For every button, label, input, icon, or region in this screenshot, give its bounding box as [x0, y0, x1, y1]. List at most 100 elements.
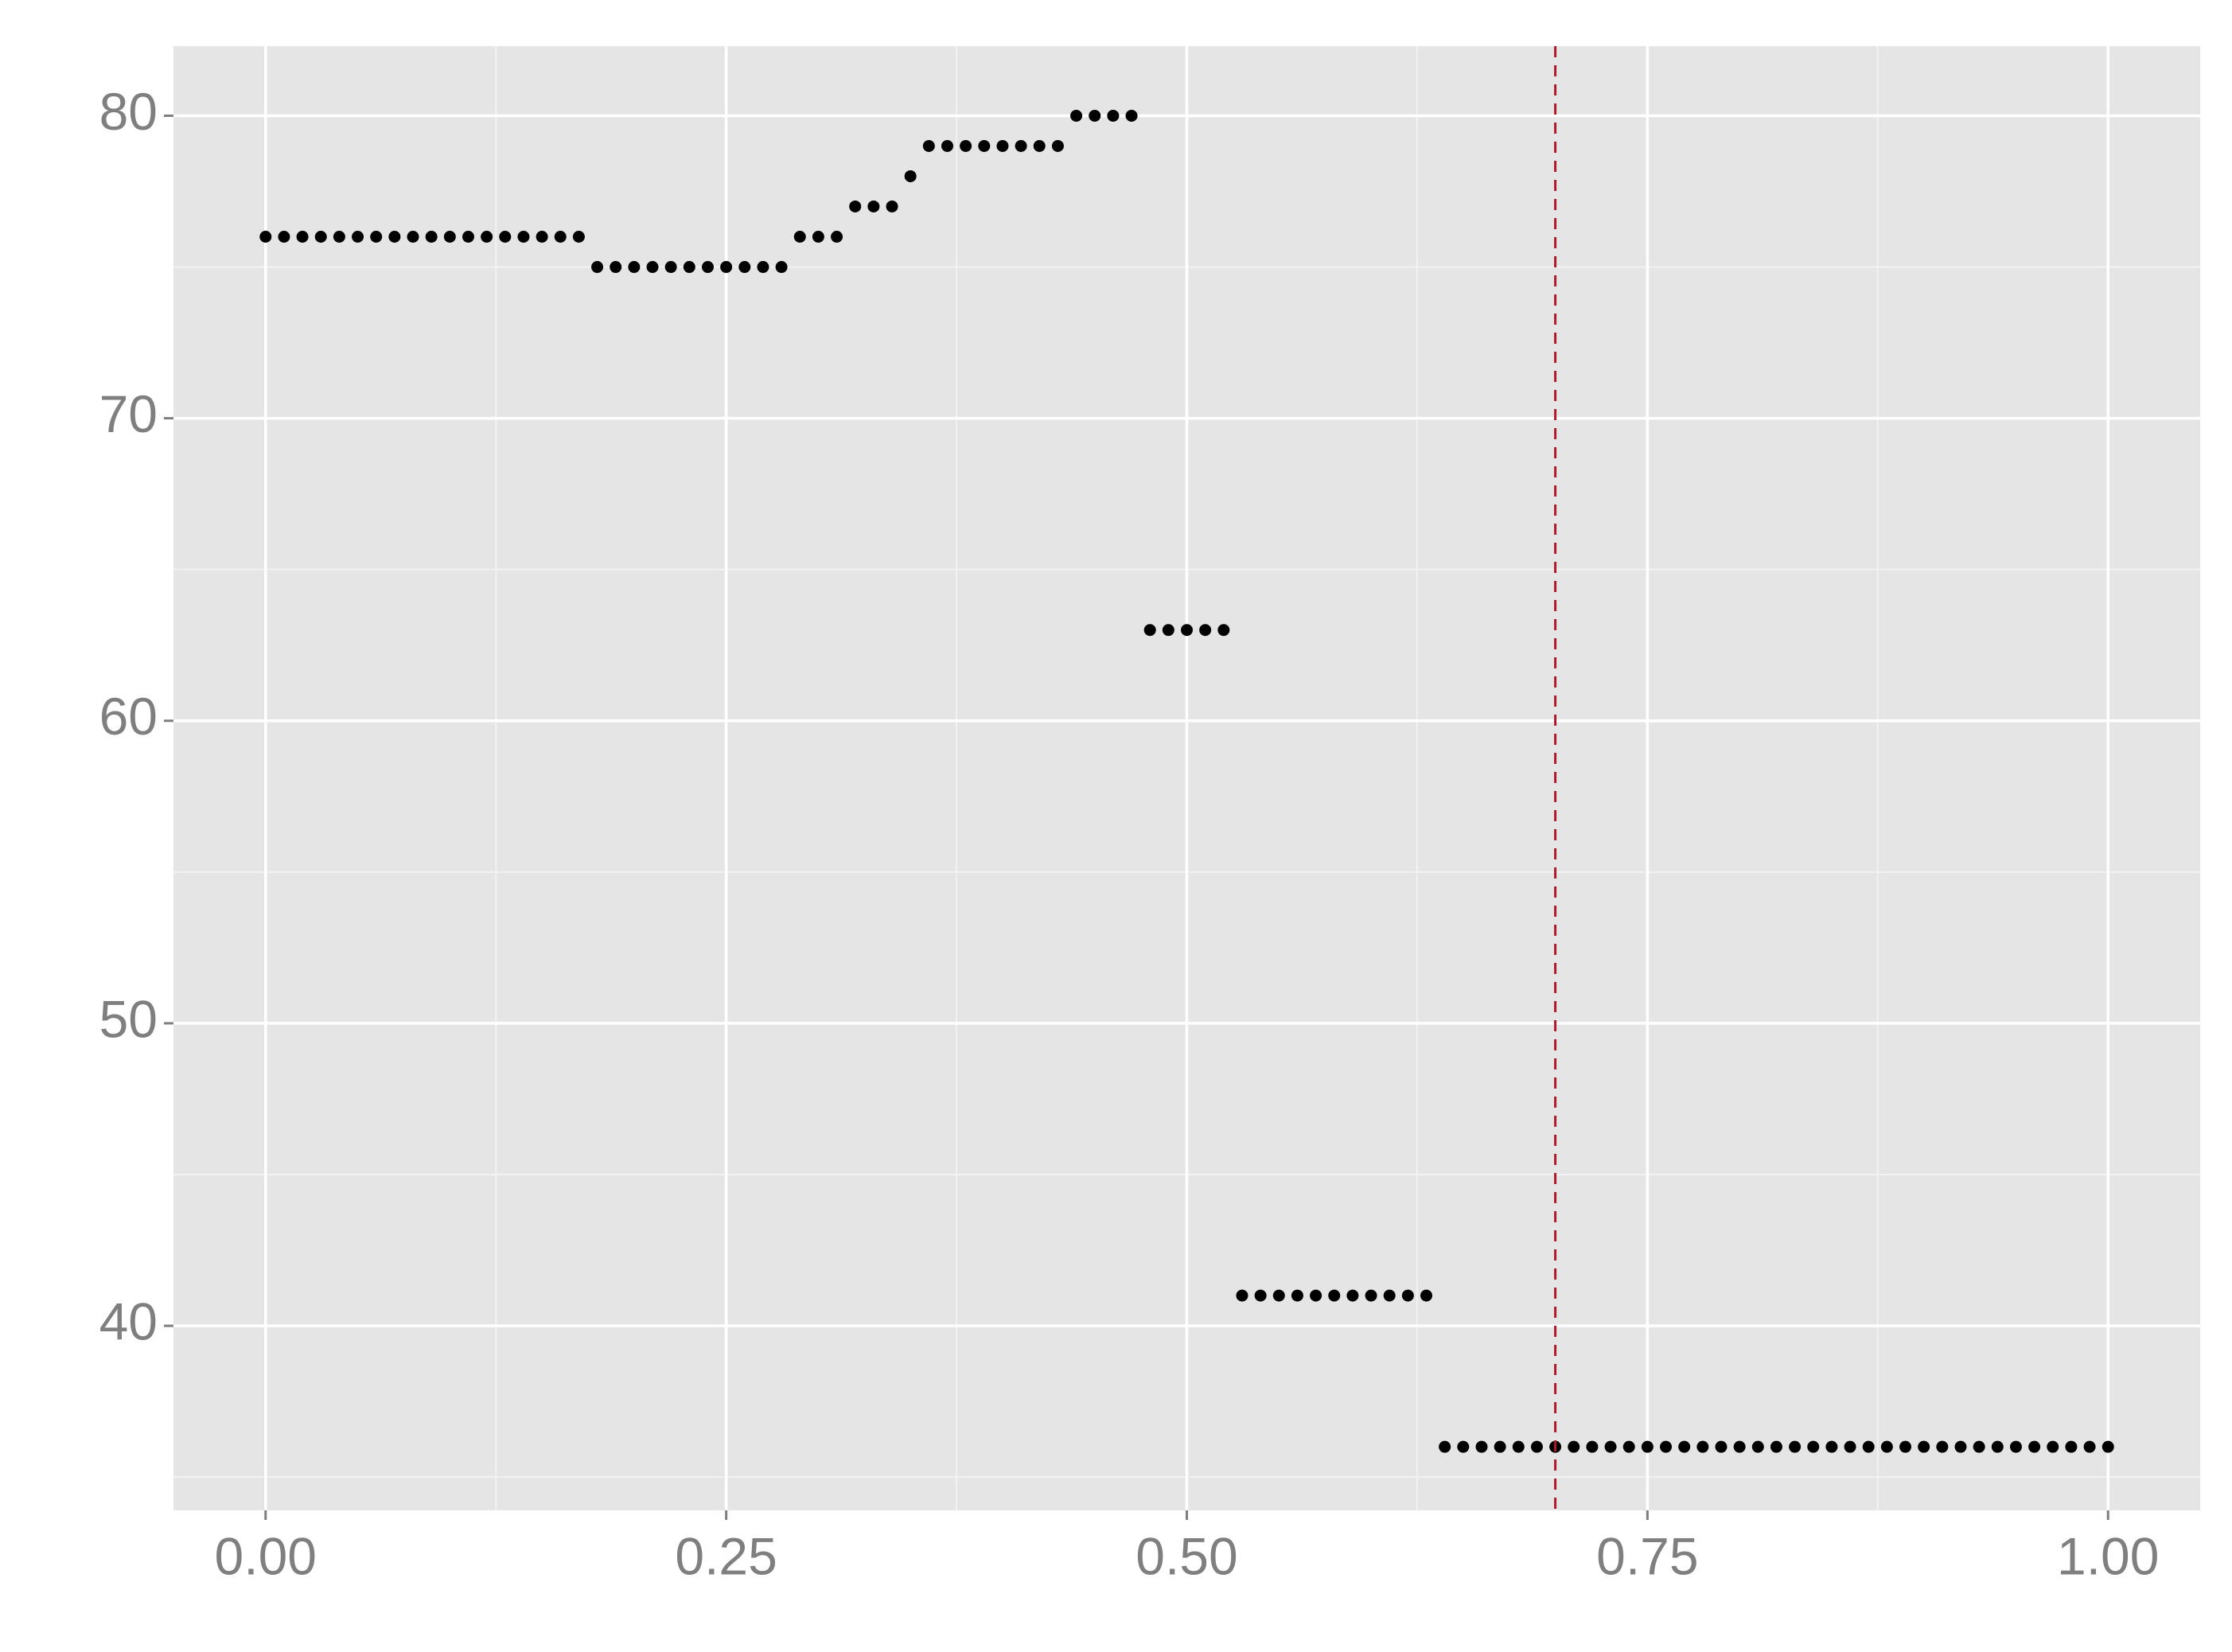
point — [849, 200, 862, 212]
point — [1401, 1289, 1414, 1302]
point — [1973, 1440, 1985, 1453]
point — [941, 139, 953, 152]
point — [481, 231, 493, 244]
point — [314, 231, 327, 244]
point — [2065, 1440, 2078, 1453]
point — [1089, 109, 1101, 122]
point — [407, 231, 419, 244]
y-tick-label: 50 — [99, 989, 158, 1048]
point — [278, 231, 290, 244]
point — [370, 231, 383, 244]
y-tick-label: 60 — [99, 687, 158, 746]
point — [1862, 1440, 1875, 1453]
point — [388, 231, 401, 244]
point — [1162, 624, 1174, 637]
point — [1586, 1440, 1599, 1453]
point — [2028, 1440, 2041, 1453]
point — [960, 139, 972, 152]
y-tick-label: 80 — [99, 82, 158, 141]
point — [812, 231, 824, 244]
point — [2047, 1440, 2059, 1453]
point — [1899, 1440, 1912, 1453]
point — [1181, 624, 1193, 637]
point — [1107, 109, 1120, 122]
y-tick-label: 40 — [99, 1292, 158, 1351]
point — [1125, 109, 1138, 122]
point — [1475, 1440, 1488, 1453]
point — [1751, 1440, 1764, 1453]
point — [1033, 139, 1046, 152]
point — [1880, 1440, 1893, 1453]
x-tick-label: 0.25 — [675, 1526, 777, 1585]
point — [922, 139, 935, 152]
point — [2009, 1440, 2022, 1453]
point — [1844, 1440, 1856, 1453]
point — [1807, 1440, 1820, 1453]
point — [610, 261, 622, 274]
point — [1420, 1289, 1433, 1302]
point — [1254, 1289, 1267, 1302]
point — [757, 261, 769, 274]
point — [683, 261, 695, 274]
point — [1236, 1289, 1248, 1302]
point — [701, 261, 714, 274]
point — [1070, 109, 1083, 122]
point — [572, 231, 585, 244]
point — [628, 261, 641, 274]
point — [259, 231, 272, 244]
point — [1457, 1440, 1470, 1453]
point — [352, 231, 364, 244]
point — [1936, 1440, 1949, 1453]
point — [1660, 1440, 1673, 1453]
point — [1217, 624, 1230, 637]
point — [1512, 1440, 1525, 1453]
x-tick-label: 0.00 — [215, 1526, 317, 1585]
point — [831, 231, 843, 244]
point — [2102, 1440, 2114, 1453]
point — [1954, 1440, 1967, 1453]
y-tick-label: 70 — [99, 384, 158, 443]
point — [443, 231, 456, 244]
point — [1733, 1440, 1746, 1453]
point — [738, 261, 751, 274]
point — [720, 261, 733, 274]
point — [1439, 1440, 1451, 1453]
point — [462, 231, 474, 244]
point — [1991, 1440, 2004, 1453]
point — [1143, 624, 1156, 637]
point — [1383, 1289, 1396, 1302]
point — [1530, 1440, 1543, 1453]
point — [664, 261, 677, 274]
point — [978, 139, 991, 152]
point — [646, 261, 659, 274]
point — [1328, 1289, 1341, 1302]
point — [591, 261, 604, 274]
point — [2083, 1440, 2096, 1453]
point — [1715, 1440, 1728, 1453]
point — [793, 231, 806, 244]
point — [536, 231, 548, 244]
point — [867, 200, 880, 212]
point — [1015, 139, 1027, 152]
point — [775, 261, 788, 274]
point — [1365, 1289, 1377, 1302]
point — [904, 169, 917, 182]
point — [1622, 1440, 1635, 1453]
point — [1568, 1440, 1580, 1453]
point — [1494, 1440, 1506, 1453]
point — [333, 231, 345, 244]
x-tick-label: 0.75 — [1596, 1526, 1698, 1585]
point — [1789, 1440, 1802, 1453]
point — [296, 231, 309, 244]
x-tick-label: 0.50 — [1135, 1526, 1237, 1585]
point — [1310, 1289, 1322, 1302]
point — [1825, 1440, 1838, 1453]
point — [1291, 1289, 1303, 1302]
point — [1770, 1440, 1782, 1453]
point — [1346, 1289, 1359, 1302]
point — [517, 231, 530, 244]
point — [554, 231, 567, 244]
point — [425, 231, 438, 244]
point — [1199, 624, 1212, 637]
point — [1696, 1440, 1709, 1453]
